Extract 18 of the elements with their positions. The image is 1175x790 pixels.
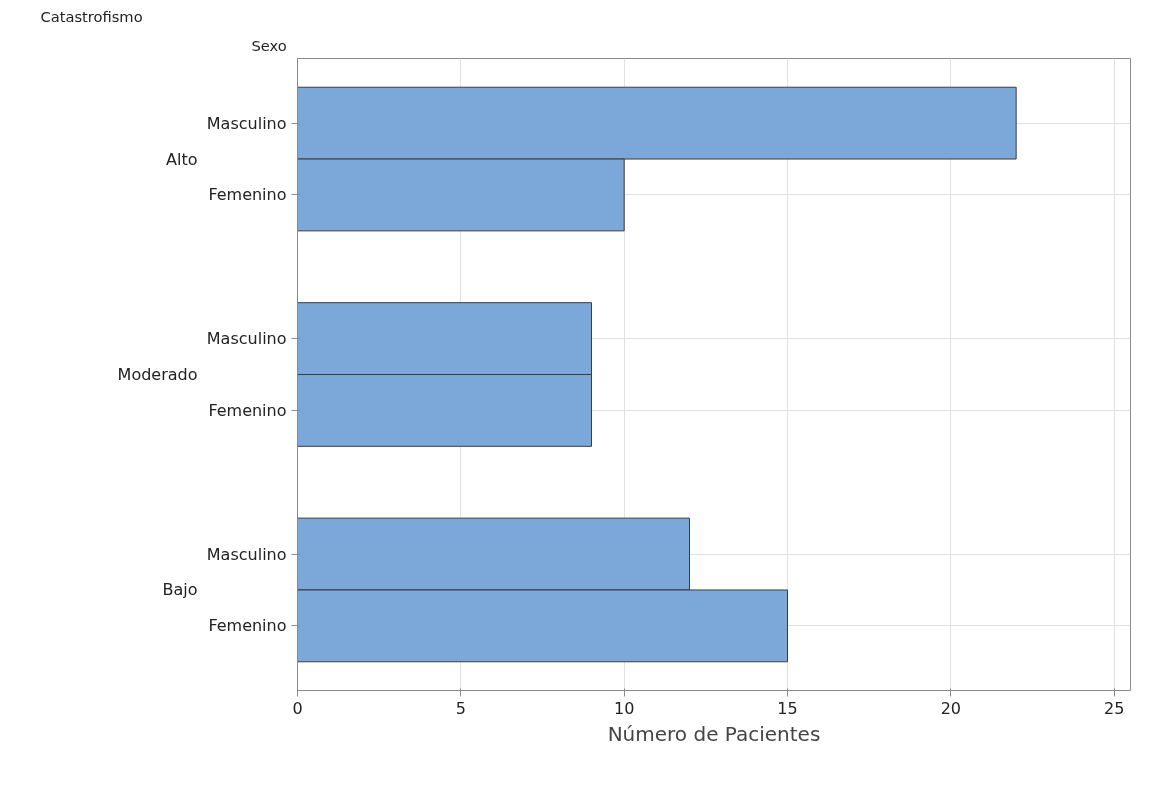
y-tick-label: Masculino <box>206 329 287 349</box>
y-tick-label: Femenino <box>208 400 287 420</box>
y-tick-label: Masculino <box>206 544 287 564</box>
x-tick-label: 15 <box>777 698 798 718</box>
x-tick-label: 0 <box>292 698 303 718</box>
text: Sexo <box>251 36 287 54</box>
text: Catastrofismo <box>40 7 143 25</box>
x-tick-label: 5 <box>455 698 466 718</box>
x-tick-label: 25 <box>1103 698 1125 718</box>
x-tick-label: 20 <box>940 698 962 718</box>
text: Moderado <box>117 365 198 384</box>
text: Alto <box>166 149 198 169</box>
x-tick-label: 10 <box>613 698 635 718</box>
y-tick-label: Masculino <box>206 113 287 133</box>
x-axis-title: Número de Pacientes <box>607 721 821 746</box>
text: Bajo <box>162 580 198 600</box>
y-tick-label: Femenino <box>208 185 287 205</box>
y-tick-label: Femenino <box>208 616 287 636</box>
